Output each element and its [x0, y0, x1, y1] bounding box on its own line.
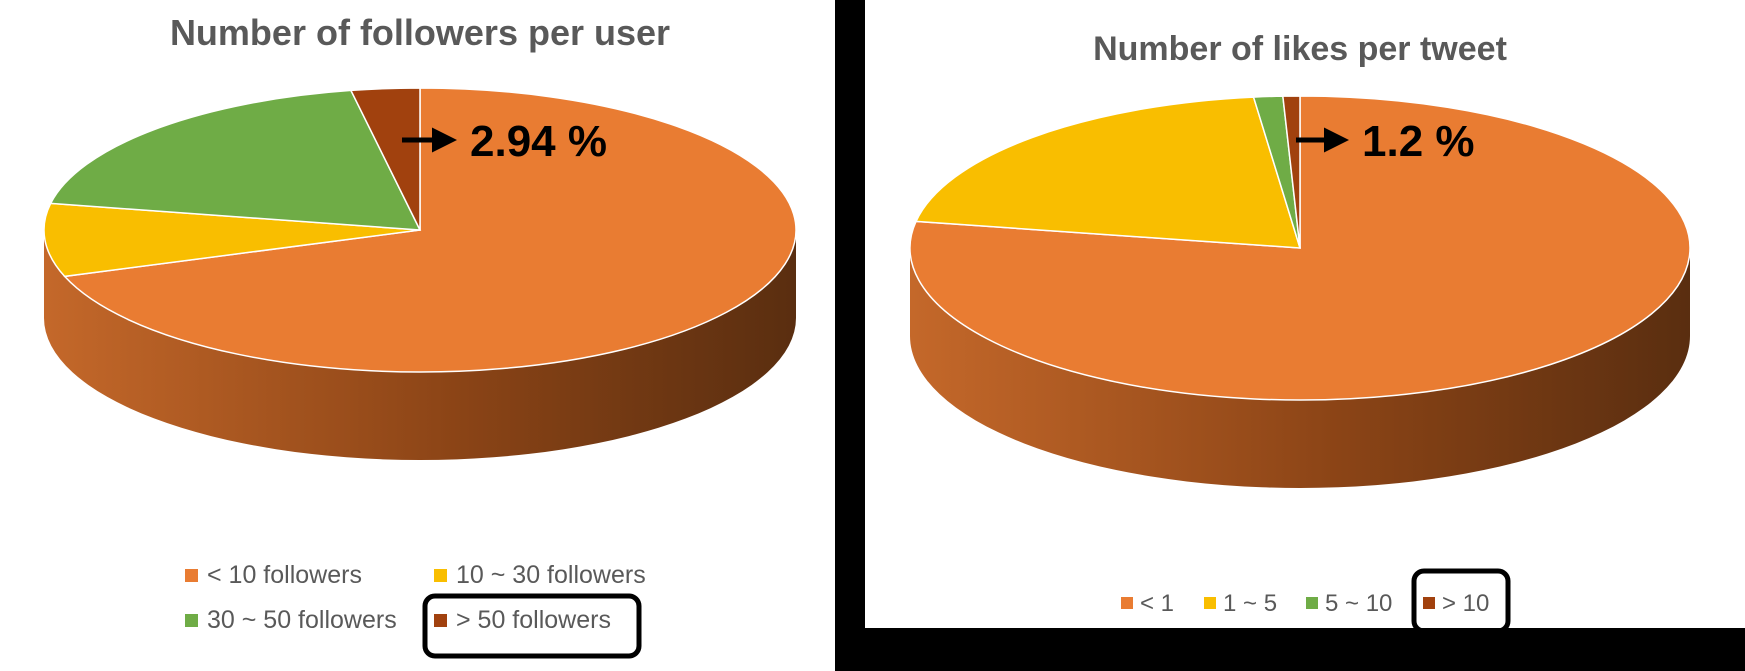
callout-label: 2.94 %	[470, 117, 607, 166]
legend-swatch	[1204, 597, 1216, 609]
legend-swatch	[434, 569, 447, 582]
chart-title: Number of followers per user	[170, 12, 670, 53]
pie-side-wall	[44, 230, 796, 460]
legend-swatch	[1423, 597, 1435, 609]
legend-label: 5 ~ 10	[1325, 590, 1392, 617]
legend-highlight-box	[422, 593, 642, 659]
legend-swatch	[1306, 597, 1318, 609]
callout-annotation: 1.2 %	[1296, 117, 1475, 166]
legend-label: 1 ~ 5	[1223, 590, 1277, 617]
legend-swatch	[185, 614, 198, 627]
pie-slice-10	[1282, 95, 1301, 249]
pie-chart-likes: Number of likes per tweet 1.2 % < 1 1 ~ …	[909, 30, 1691, 634]
legend-swatch	[1121, 597, 1133, 609]
legend-label: < 1	[1140, 590, 1174, 617]
legend-label: 30 ~ 50 followers	[207, 606, 397, 634]
legend-swatch	[185, 569, 198, 582]
legend-swatch	[434, 614, 447, 627]
pie-side-wall	[910, 248, 1690, 488]
pie-chart-followers: Number of followers per user 2.94 % < 10…	[43, 12, 797, 659]
legend-label: > 50 followers	[456, 606, 611, 634]
pie-slice-30-50-followers	[49, 89, 422, 231]
legend-label: < 10 followers	[207, 561, 362, 589]
pie-slice-1	[909, 95, 1691, 401]
callout-label: 1.2 %	[1362, 117, 1475, 166]
panel-divider	[835, 0, 865, 671]
legend: < 1 1 ~ 5 5 ~ 10 > 10	[1121, 568, 1511, 634]
legend-label: 10 ~ 30 followers	[456, 561, 646, 589]
pie-slice-1-5	[914, 96, 1302, 249]
callout-annotation: 2.94 %	[402, 117, 607, 166]
bottom-bar-right	[865, 628, 1745, 671]
pie-slice-10-30-followers	[43, 202, 421, 278]
pie-plot-area	[43, 87, 797, 460]
pie-slice-50-followers	[349, 87, 421, 231]
legend: < 10 followers 10 ~ 30 followers 30 ~ 50…	[185, 561, 646, 659]
chart-title: Number of likes per tweet	[1093, 30, 1507, 68]
pie-slice-10-followers	[63, 87, 797, 373]
pie-plot-area	[909, 95, 1691, 488]
legend-highlight-box	[1411, 568, 1511, 634]
legend-label: > 10	[1442, 590, 1489, 617]
